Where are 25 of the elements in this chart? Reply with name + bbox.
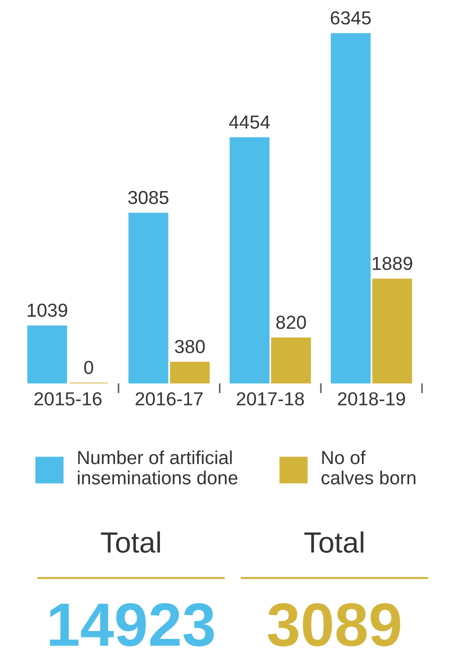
bar bbox=[128, 212, 168, 384]
x-tick-label: 2015-16 bbox=[34, 392, 102, 406]
bar bbox=[372, 278, 412, 384]
x-tick-label: 2016-17 bbox=[136, 392, 203, 406]
x-tick-label: 2018-19 bbox=[338, 392, 405, 406]
x-tick-label: 2017-18 bbox=[236, 392, 304, 406]
data-label: 0 bbox=[84, 360, 94, 374]
data-label: 1889 bbox=[372, 256, 412, 270]
bar bbox=[330, 33, 371, 384]
text: Total bbox=[100, 531, 160, 553]
legend-label: No of calves born bbox=[322, 450, 416, 484]
data-label: 3085 bbox=[128, 190, 168, 204]
data-label: 6345 bbox=[330, 11, 371, 25]
data-label: 820 bbox=[276, 316, 306, 329]
bar bbox=[271, 338, 311, 384]
text: Total bbox=[304, 531, 364, 553]
text: 3089 bbox=[268, 603, 400, 646]
text: 14923 bbox=[50, 603, 214, 646]
data-label: 4454 bbox=[229, 116, 270, 129]
bar bbox=[170, 362, 210, 384]
legend-label: Number of artificial inseminations done bbox=[78, 450, 238, 484]
bar bbox=[27, 325, 68, 384]
bar bbox=[230, 137, 270, 384]
data-label: 380 bbox=[174, 340, 205, 354]
data-label: 1039 bbox=[28, 304, 68, 317]
